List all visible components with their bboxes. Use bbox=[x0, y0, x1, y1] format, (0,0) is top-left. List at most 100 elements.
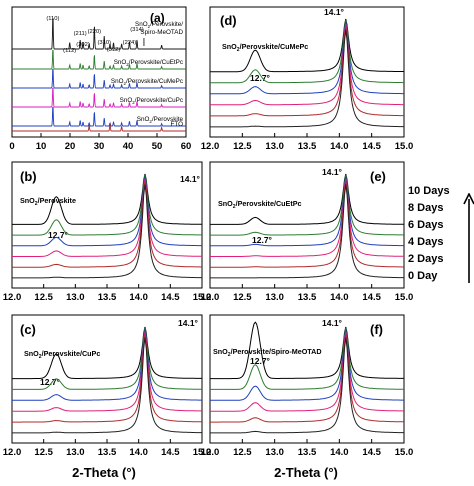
x-tick-label: 13.0 bbox=[66, 447, 85, 458]
pattern-label: SnO2/Perovskite/CuPc bbox=[120, 97, 183, 105]
x-tick-label: 14.0 bbox=[129, 447, 148, 458]
peak-annotation: 12.7° bbox=[250, 356, 271, 366]
panel-label: (b) bbox=[20, 169, 37, 184]
x-tick-label: 13.0 bbox=[66, 292, 85, 303]
x-tick-label: 12.5 bbox=[34, 292, 53, 303]
peak-label: (224) bbox=[123, 40, 137, 46]
legend-label: 10 Days bbox=[408, 185, 450, 197]
x-tick-label: 14.5 bbox=[362, 141, 381, 152]
xrd-trace bbox=[210, 29, 404, 128]
peak-annotation: 14.1° bbox=[178, 318, 199, 328]
xrd-trace bbox=[210, 173, 404, 225]
sample-label: SnO2/Perovskite/CuMePc bbox=[222, 42, 308, 53]
xrd-trace bbox=[12, 175, 202, 236]
x-tick-label: 14.5 bbox=[161, 292, 180, 303]
peak-label: (211) bbox=[74, 31, 87, 37]
xrd-trace bbox=[12, 326, 202, 380]
legend-label: 8 Days bbox=[408, 202, 444, 214]
xrd-trace bbox=[210, 178, 404, 257]
xrd-trace bbox=[12, 176, 202, 247]
xrd-trace bbox=[12, 178, 202, 257]
x-axis-title-left: 2-Theta (°) bbox=[72, 465, 136, 480]
legend-label: 2 Days bbox=[408, 253, 444, 265]
xrd-trace bbox=[210, 337, 404, 434]
xrd-trace bbox=[210, 184, 405, 279]
x-tick-label: 15.0 bbox=[395, 141, 414, 152]
xrd-pattern bbox=[12, 123, 186, 132]
peak-annotation: 12.7° bbox=[250, 73, 271, 83]
sample-label: SnO2/Perovskite/CuPc bbox=[24, 349, 100, 360]
xrd-trace bbox=[12, 181, 202, 268]
pattern-label: SnO2/Perovskite/CuEtPc bbox=[114, 59, 183, 67]
plot-frame bbox=[11, 161, 203, 289]
panel-label: (c) bbox=[20, 322, 36, 337]
panel-label: (e) bbox=[370, 169, 386, 184]
peak-label: (110) bbox=[46, 16, 59, 22]
x-tick-label: 12.5 bbox=[34, 447, 53, 458]
x-tick-label: 13.5 bbox=[98, 292, 117, 303]
panel-label: (d) bbox=[220, 13, 237, 28]
x-tick-label: 13.0 bbox=[265, 292, 284, 303]
pattern-label: SnO2/Perovskite/ bbox=[135, 21, 183, 29]
x-tick-label: 15.0 bbox=[193, 292, 212, 303]
x-tick-label: 12.0 bbox=[201, 141, 220, 152]
peak-annotation: 14.1° bbox=[324, 7, 345, 17]
peak-annotation: 14.1° bbox=[322, 167, 343, 177]
panel-label: (a) bbox=[150, 11, 165, 25]
peak-annotation: 14.1° bbox=[322, 318, 343, 328]
xrd-trace bbox=[12, 173, 202, 225]
xrd-trace bbox=[210, 321, 404, 380]
xrd-trace bbox=[210, 24, 404, 106]
xrd-trace bbox=[12, 332, 202, 412]
xrd-trace bbox=[210, 20, 404, 84]
xrd-pattern bbox=[12, 68, 186, 89]
pattern-label: Spiro-MeOTAD bbox=[140, 29, 183, 36]
xrd-trace bbox=[12, 184, 203, 279]
xrd-trace bbox=[210, 181, 404, 268]
x-tick-label: 13.5 bbox=[298, 292, 317, 303]
peak-label: (202) bbox=[76, 42, 90, 48]
x-tick-label: 12.0 bbox=[201, 292, 220, 303]
xrd-trace bbox=[210, 334, 404, 423]
xrd-pattern bbox=[12, 106, 186, 127]
xrd-trace bbox=[12, 337, 202, 434]
legend-label: 0 Day bbox=[408, 270, 438, 282]
x-tick-label: 14.0 bbox=[330, 447, 349, 458]
x-tick-label: 50 bbox=[152, 141, 163, 152]
sample-label: SnO2/Perovskite bbox=[20, 196, 76, 207]
legend-label: 6 Days bbox=[408, 219, 444, 231]
days-legend: 10 Days 8 Days 6 Days 4 Days 2 Days 0 Da… bbox=[408, 183, 474, 285]
peak-annotation: 12.7° bbox=[40, 377, 61, 387]
xrd-trace bbox=[12, 329, 202, 401]
x-tick-label: 15.0 bbox=[193, 447, 212, 458]
x-tick-label: 30 bbox=[94, 141, 105, 152]
peak-label: (312) bbox=[107, 47, 121, 53]
x-tick-label: 14.0 bbox=[129, 292, 148, 303]
x-tick-label: 14.5 bbox=[362, 292, 381, 303]
peak-annotation: 12.7° bbox=[48, 230, 69, 240]
x-tick-label: 15.0 bbox=[395, 447, 414, 458]
x-tick-label: 13.0 bbox=[265, 141, 284, 152]
x-tick-label: 12.0 bbox=[3, 292, 22, 303]
peak-label: (220) bbox=[88, 29, 102, 35]
pattern-label: SnO2/Perovskite bbox=[137, 116, 184, 124]
x-tick-label: 14.5 bbox=[161, 447, 180, 458]
arrow-up-icon bbox=[463, 193, 474, 283]
x-tick-label: 15.0 bbox=[395, 292, 414, 303]
xrd-trace bbox=[12, 334, 202, 423]
peak-label: (314) bbox=[130, 27, 144, 33]
sample-label: SnO2/Perovskite/CuEtPc bbox=[218, 199, 302, 210]
sample-label: SnO2/Perovskite/Spiro-MeOTAD bbox=[213, 347, 322, 358]
x-tick-label: 14.0 bbox=[330, 292, 349, 303]
xrd-trace bbox=[210, 175, 404, 236]
x-tick-label: 10 bbox=[36, 141, 47, 152]
x-tick-label: 13.5 bbox=[98, 447, 117, 458]
xrd-trace bbox=[12, 328, 203, 390]
xrd-trace bbox=[210, 21, 404, 95]
xrd-trace bbox=[210, 328, 405, 390]
x-tick-label: 0 bbox=[9, 141, 14, 152]
x-tick-label: 12.5 bbox=[233, 447, 252, 458]
x-axis-title-right: 2-Theta (°) bbox=[274, 465, 338, 480]
xrd-pattern bbox=[12, 49, 186, 70]
